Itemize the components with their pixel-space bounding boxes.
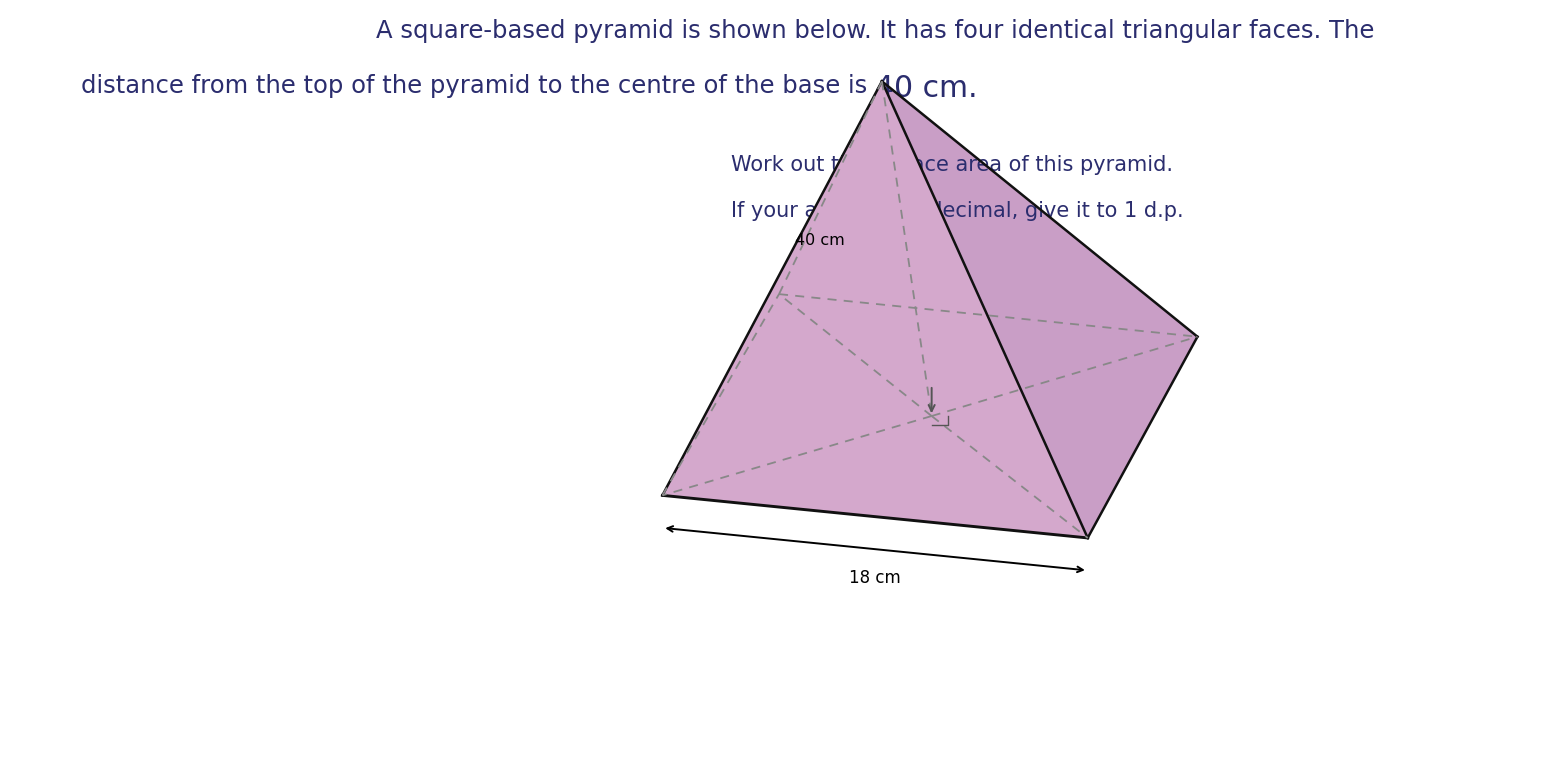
Text: distance from the top of the pyramid to the centre of the base is: distance from the top of the pyramid to … xyxy=(81,74,876,98)
Text: 18 cm: 18 cm xyxy=(849,568,901,587)
Text: 40 cm.: 40 cm. xyxy=(876,74,977,102)
Text: A square-based pyramid is shown below. It has four identical triangular faces. T: A square-based pyramid is shown below. I… xyxy=(376,19,1374,43)
Text: Work out the surface area of this pyramid.: Work out the surface area of this pyrami… xyxy=(731,155,1172,175)
Text: If your answer is a decimal, give it to 1 d.p.: If your answer is a decimal, give it to … xyxy=(731,201,1183,221)
Text: 40 cm: 40 cm xyxy=(795,234,845,248)
